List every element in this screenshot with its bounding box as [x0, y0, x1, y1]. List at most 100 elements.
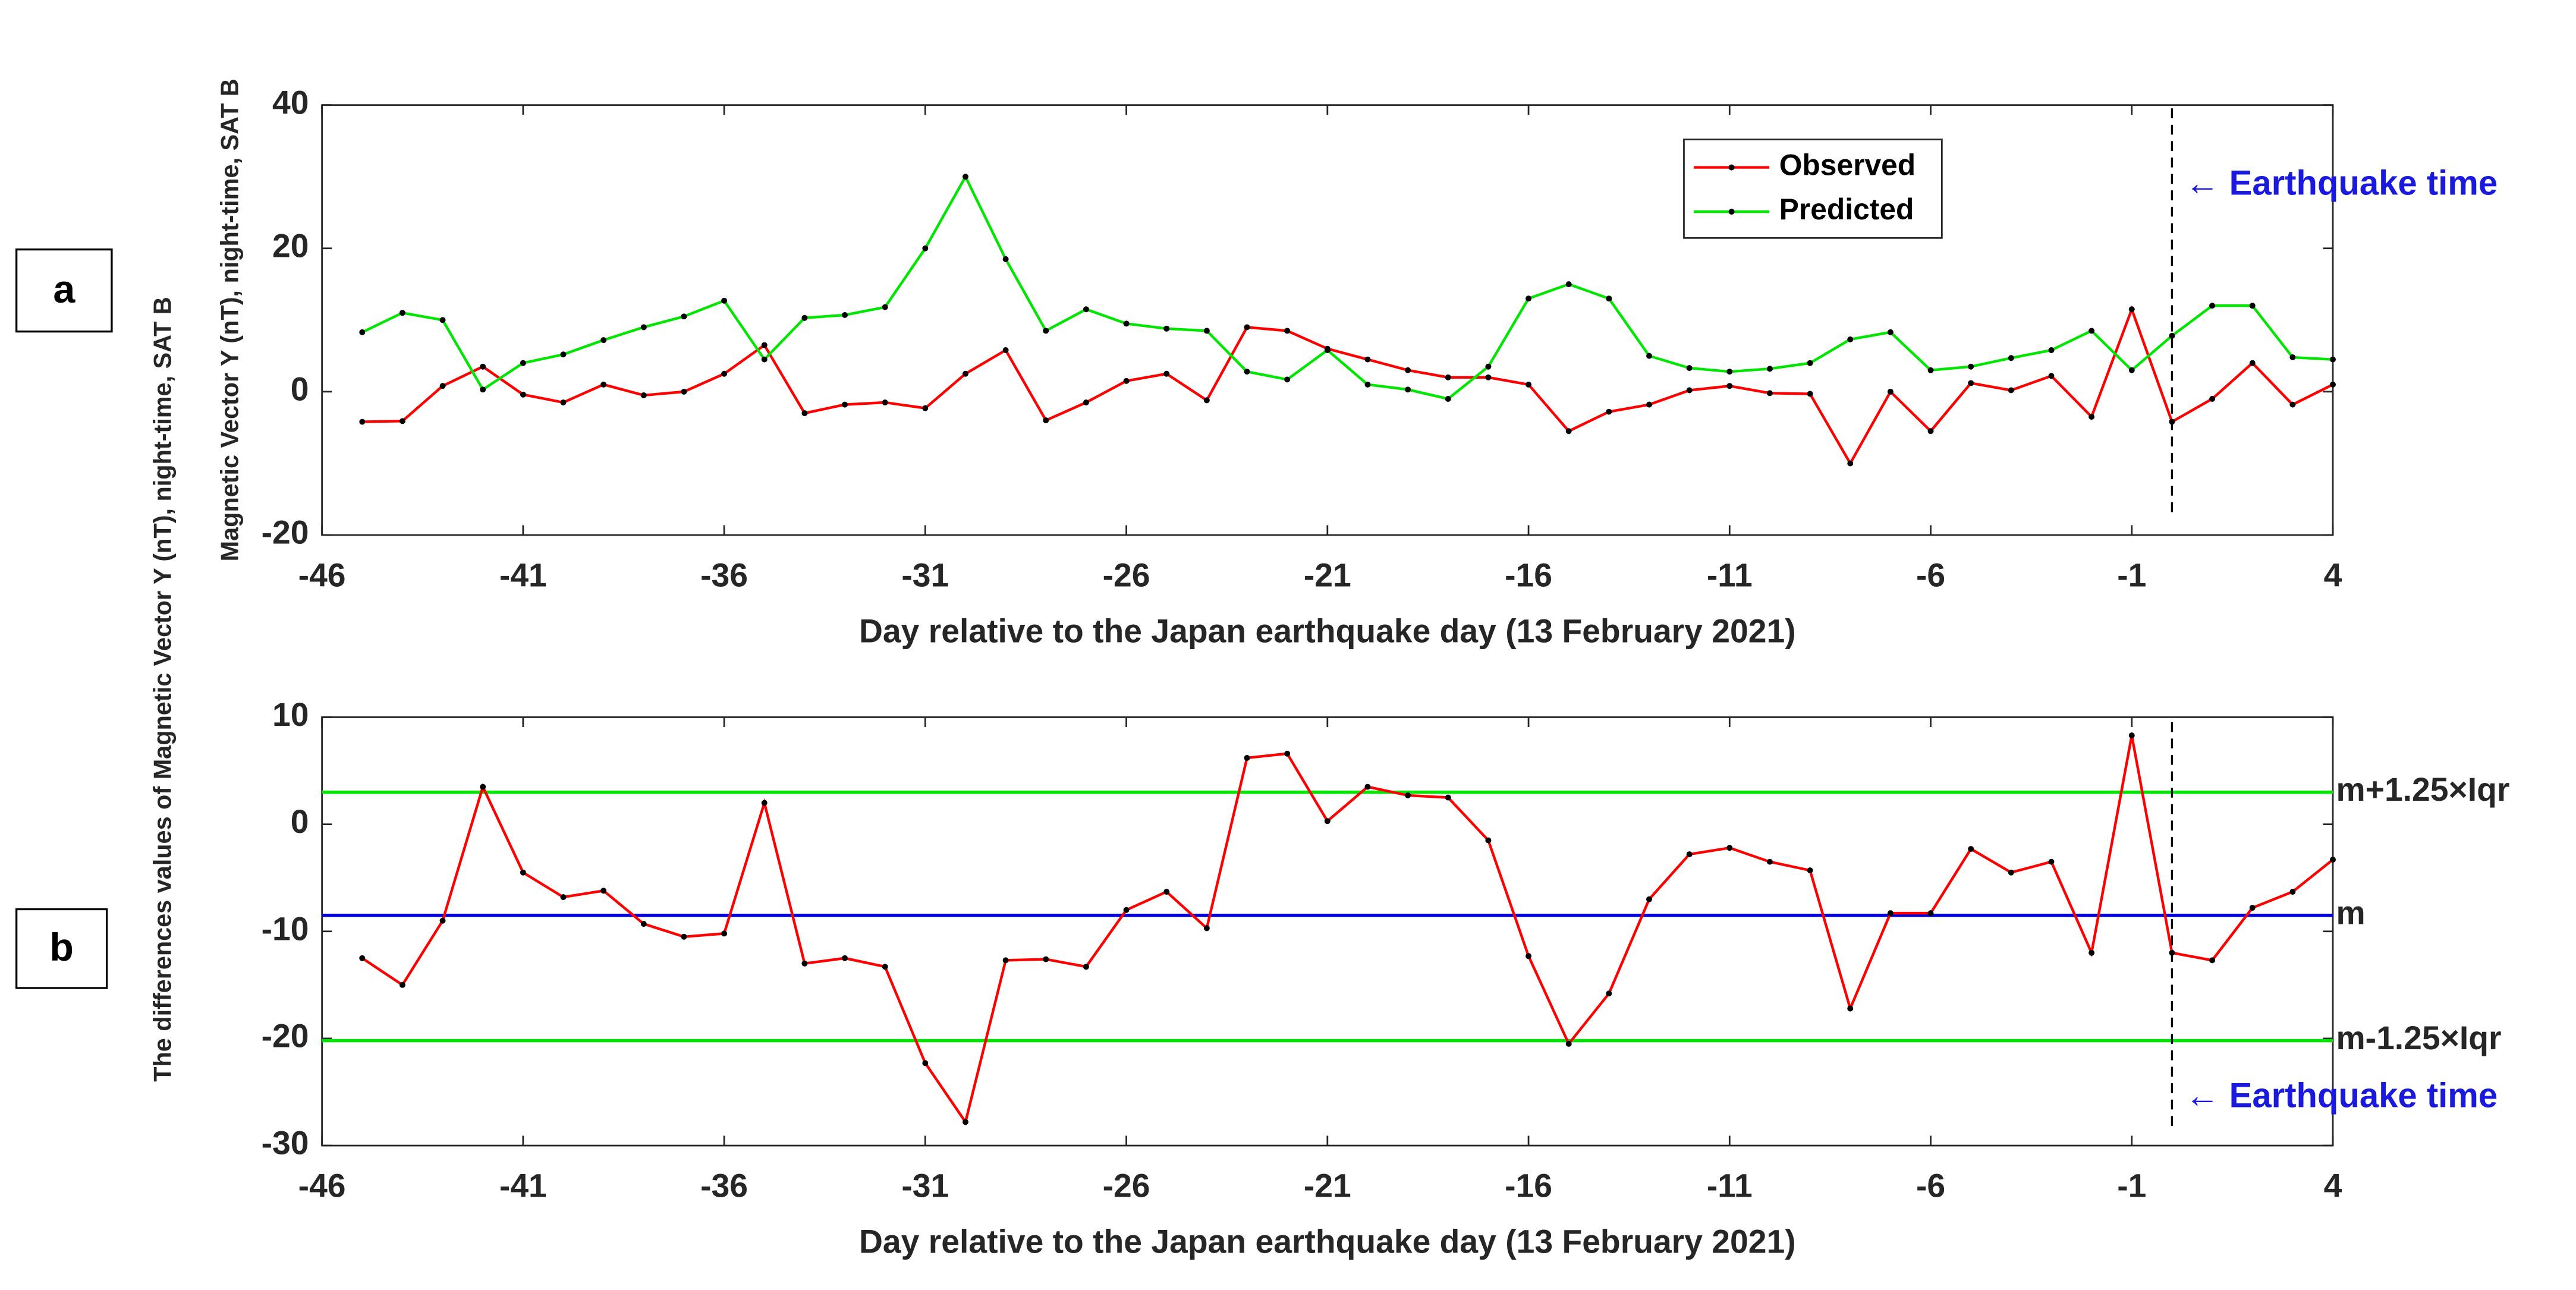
data-point — [2289, 889, 2296, 895]
data-point — [1726, 383, 1733, 389]
data-point — [1726, 845, 1733, 851]
reference-label: m — [2336, 894, 2366, 931]
data-point — [1324, 347, 1331, 353]
data-point — [1485, 374, 1492, 380]
x-tick-label: -46 — [298, 1167, 346, 1204]
data-point — [1002, 256, 1009, 262]
data-point — [963, 370, 968, 377]
data-point — [1445, 396, 1451, 402]
data-point — [560, 351, 567, 358]
data-point — [1123, 320, 1130, 327]
x-tick-label: -1 — [2117, 556, 2146, 593]
data-point — [1043, 956, 1049, 962]
series-line — [361, 174, 2333, 401]
data-point — [1766, 366, 1773, 372]
x-axis-label: Day relative to the Japan earthquake day… — [859, 612, 1796, 649]
x-axis-label: Day relative to the Japan earthquake day… — [859, 1223, 1796, 1260]
data-point — [1123, 377, 1130, 384]
data-point — [640, 921, 647, 927]
data-point — [439, 383, 446, 389]
data-point — [399, 981, 405, 988]
data-point — [1686, 851, 1693, 858]
data-point — [1807, 391, 1813, 397]
data-point — [2089, 414, 2095, 420]
reference-label: m-1.25×Iqr — [2336, 1020, 2502, 1056]
data-point — [681, 313, 687, 320]
panel-label-box — [15, 248, 113, 333]
data-point — [963, 174, 968, 180]
y-tick-label: -10 — [262, 910, 309, 947]
data-point — [1565, 1040, 1572, 1047]
panel-label: a — [53, 268, 76, 312]
data-point — [1284, 328, 1291, 334]
data-point — [1646, 896, 1652, 902]
data-point — [600, 381, 607, 388]
data-point — [1847, 1005, 1854, 1012]
data-point — [1686, 387, 1693, 394]
x-tick-label: -11 — [1707, 556, 1753, 593]
data-point — [1766, 858, 1773, 865]
data-point — [1968, 363, 1974, 370]
data-point — [761, 800, 768, 806]
data-point — [922, 405, 929, 411]
y-tick-label: 10 — [272, 696, 309, 733]
data-point — [1405, 367, 1411, 373]
y-tick-label: 40 — [272, 84, 309, 121]
data-point — [1364, 784, 1371, 790]
x-tick-label: -36 — [700, 556, 748, 593]
data-point — [1043, 417, 1049, 424]
data-point — [1203, 397, 1210, 404]
legend-marker — [1728, 164, 1735, 171]
x-tick-label: -46 — [298, 556, 346, 593]
data-point — [1364, 381, 1371, 388]
y-tick-label: -20 — [262, 514, 309, 551]
panel-label-box — [15, 908, 108, 989]
y-axis-label: The differences values of Magnetic Vecto… — [148, 297, 176, 1082]
data-point — [640, 324, 647, 331]
data-point — [801, 960, 808, 967]
data-point — [1163, 325, 1170, 332]
x-tick-label: 4 — [2324, 556, 2342, 593]
series-line — [361, 735, 2334, 1125]
data-point — [2089, 949, 2095, 956]
y-tick-label: -20 — [262, 1018, 309, 1055]
data-point — [2048, 347, 2055, 353]
data-point — [681, 388, 687, 395]
data-point — [1646, 353, 1652, 359]
data-point — [359, 955, 366, 961]
data-point — [1083, 964, 1089, 970]
data-point — [2330, 381, 2336, 388]
y-tick-label: 20 — [272, 227, 309, 264]
data-point — [1646, 401, 1652, 408]
data-point — [721, 930, 728, 937]
data-point — [439, 917, 446, 924]
data-point — [842, 401, 848, 408]
data-point — [2128, 732, 2135, 739]
data-point — [1565, 428, 1572, 435]
data-point — [359, 329, 366, 335]
data-point — [882, 304, 888, 310]
data-point — [1526, 953, 1532, 959]
data-point — [1526, 381, 1532, 388]
x-tick-label: -21 — [1304, 556, 1351, 593]
data-point — [560, 399, 567, 405]
data-point — [2008, 355, 2014, 361]
data-point — [600, 888, 607, 894]
data-point — [922, 1060, 929, 1066]
x-tick-label: -6 — [1916, 556, 1945, 593]
x-tick-label: -16 — [1505, 1167, 1552, 1204]
data-point — [480, 363, 486, 370]
data-point — [439, 317, 446, 323]
data-point — [520, 360, 526, 366]
data-point — [1887, 329, 1894, 335]
data-point — [2289, 401, 2296, 408]
data-point — [1445, 374, 1451, 380]
data-point — [1244, 754, 1250, 761]
x-tick-label: -31 — [901, 556, 949, 593]
data-point — [842, 955, 848, 961]
data-point — [1203, 328, 1210, 334]
data-point — [1968, 380, 1974, 386]
data-point — [1083, 399, 1089, 405]
data-point — [560, 894, 567, 901]
